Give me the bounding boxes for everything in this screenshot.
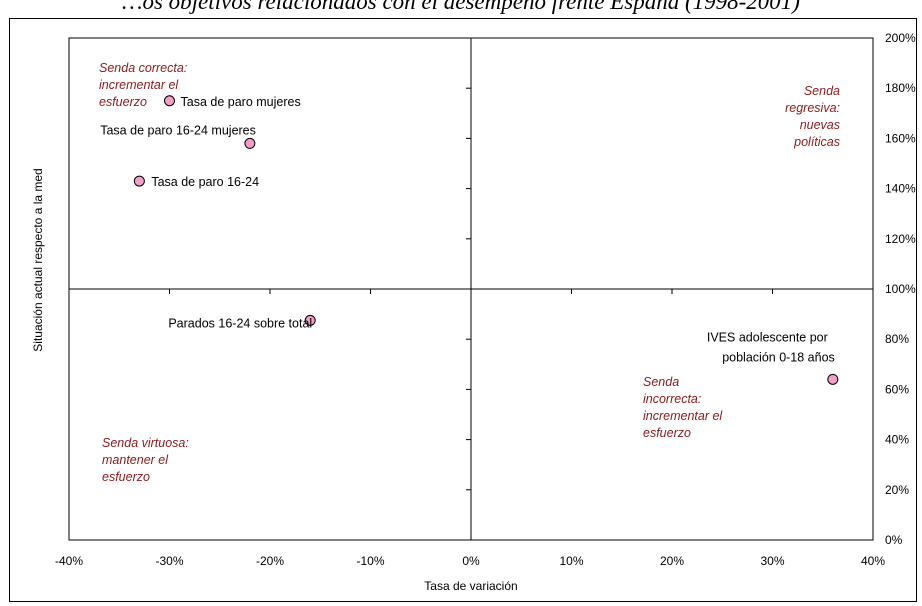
x-axis-title: Tasa de variación	[424, 579, 517, 593]
data-point-label-line: IVES adolescente por	[707, 330, 828, 344]
quadrant-label-line: Senda	[643, 375, 679, 389]
data-point	[244, 137, 256, 149]
x-tick-label: 20%	[660, 554, 684, 568]
quadrant-label-line: Senda	[804, 84, 840, 98]
x-tick-label: -40%	[55, 554, 83, 568]
quadrant-label-line: Senda correcta:	[99, 61, 187, 75]
x-tick-label: -20%	[256, 554, 284, 568]
quadrant-label-line: esfuerzo	[102, 470, 150, 484]
data-points: Tasa de paro mujeres Tasa de paro 16-24 m…	[100, 95, 839, 385]
data-point-label: Tasa de paro 16-24	[151, 175, 259, 189]
data-point	[827, 373, 839, 385]
quadrant-label-line: esfuerzo	[99, 95, 147, 109]
quadrant-label-top-left: Senda correcta: incrementar el esfuerzo	[99, 61, 187, 109]
data-point-label: Tasa de paro mujeres	[181, 95, 301, 109]
chart-title: …os objetivos relacionados con el desemp…	[122, 0, 800, 14]
x-tick-label: 40%	[861, 554, 885, 568]
quadrant-label-top-right: Senda regresiva: nuevas políticas	[785, 84, 840, 149]
axes-layer: -40% -30% -20% -10% 0% 10% 20% 30% 40%0%20%40%60…	[55, 31, 916, 568]
quadrant-label-line: mantener el	[102, 453, 169, 467]
x-tick-label: 0%	[462, 554, 480, 568]
quadrant-label-line: regresiva:	[785, 101, 840, 115]
x-tick-label: 30%	[760, 554, 784, 568]
chart-frame	[9, 18, 917, 602]
quadrant-label-bottom-left: Senda virtuosa: mantener el esfuerzo	[102, 436, 189, 484]
y-tick-label: 40%	[885, 433, 909, 447]
data-point-label: Tasa de paro 16-24 mujeres	[100, 123, 256, 137]
quadrant-labels: Senda correcta: incrementar el esfuerzoSen…	[99, 61, 840, 484]
y-tick-label: 180%	[885, 81, 916, 95]
x-tick-label: -10%	[356, 554, 384, 568]
y-tick-label: 160%	[885, 131, 916, 145]
data-point	[133, 175, 145, 187]
data-point-label: IVES adolescente por población 0-18 años	[707, 330, 835, 364]
quadrant-label-line: incrementar el	[643, 409, 723, 423]
x-tick-label: -30%	[155, 554, 183, 568]
data-point-label: Parados 16-24 sobre total	[168, 316, 312, 330]
y-tick-label: 100%	[885, 282, 916, 296]
y-tick-label: 60%	[885, 382, 909, 396]
quadrant-label-line: incrementar el	[99, 78, 179, 92]
quadrant-label-line: Senda virtuosa:	[102, 436, 189, 450]
data-point	[164, 95, 175, 107]
x-tick-label: 10%	[559, 554, 583, 568]
y-tick-label: 20%	[885, 483, 909, 497]
y-tick-label: 80%	[885, 332, 909, 346]
quadrant-label-line: esfuerzo	[643, 426, 691, 440]
quadrant-label-line: nuevas	[800, 118, 840, 132]
y-tick-label: 0%	[885, 533, 903, 547]
quadrant-label-line: políticas	[793, 135, 840, 149]
y-tick-label: 120%	[885, 232, 916, 246]
y-tick-label: 140%	[885, 182, 916, 196]
y-tick-label: 200%	[885, 31, 916, 45]
y-axis-title: Situación actual respecto a la med	[31, 168, 45, 351]
quadrant-label-line: incorrecta:	[643, 392, 701, 406]
quadrant-label-bottom-right: Senda incorrecta: incrementar el esfuerzo	[643, 375, 723, 440]
data-point	[304, 314, 316, 326]
data-point-label-line: población 0-18 años	[722, 350, 835, 364]
